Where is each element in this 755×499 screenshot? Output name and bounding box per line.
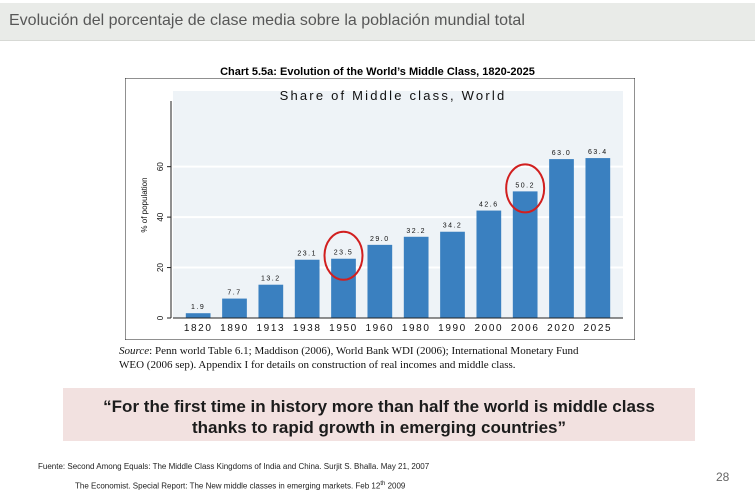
y-tick-label: 40 <box>156 212 165 221</box>
highlight-circle-1950 <box>323 230 364 281</box>
value-label-1938: 23.1 <box>297 251 317 258</box>
x-tick-label-1938: 1938 <box>293 323 322 334</box>
bar-1960 <box>367 244 393 318</box>
value-labels: 1.9 7.7 13.2 23.1 23.5 29.0 32.2 34.2 42.6 50.2 63… <box>191 149 608 311</box>
header-bar: Evolución del porcentaje de clase media … <box>0 3 755 41</box>
value-label-1820: 1.9 <box>191 304 205 311</box>
x-tick-label-1890: 1890 <box>220 323 249 334</box>
x-tick-label-2006: 2006 <box>511 323 540 334</box>
value-label-1990: 34.2 <box>443 223 463 230</box>
y-tick-label: 0 <box>156 315 165 320</box>
x-tick-label-1990: 1990 <box>438 323 467 334</box>
y-axis: 0 20 40 60 <box>156 101 172 320</box>
footer-source-2: The Economist. Special Report: The New m… <box>75 481 405 491</box>
bar-chart: Share of Middle class, World 1.9 7.7 13.2 2… <box>125 78 635 340</box>
bars <box>185 158 611 318</box>
figure-title: Chart 5.5a: Evolution of the World’s Mid… <box>220 66 535 78</box>
bar-1913 <box>258 284 284 318</box>
bar-1938 <box>294 259 320 318</box>
plot-area <box>173 91 623 318</box>
bar-1820 <box>185 313 211 318</box>
value-label-2020: 63.0 <box>552 150 572 157</box>
x-tick-label-1960: 1960 <box>366 323 395 334</box>
x-tick-labels: 1820 1890 1913 1938 1950 1960 1980 1990 2000 2006… <box>173 317 623 334</box>
value-label-1950: 23.5 <box>334 250 354 257</box>
slide-title: Evolución del porcentaje de clase media … <box>9 12 525 29</box>
value-label-1960: 29.0 <box>370 236 390 243</box>
footer-sup: th <box>380 481 386 487</box>
source-line-2: WEO (2006 sep). Appendix I for details o… <box>119 359 516 371</box>
x-tick-label-1820: 1820 <box>184 323 213 334</box>
bar-2000 <box>476 210 502 318</box>
highlight-circle-2006 <box>505 163 546 214</box>
value-label-2006: 50.2 <box>515 182 535 189</box>
bar-1980 <box>403 236 429 318</box>
quote-line-1: “For the first time in history more than… <box>103 397 655 416</box>
gridlines <box>173 165 623 269</box>
quote-line-2: thanks to rapid growth in emerging count… <box>191 418 567 437</box>
x-tick-label-2020: 2020 <box>547 323 576 334</box>
value-label-1980: 32.2 <box>406 228 426 235</box>
value-label-2000: 42.6 <box>479 202 499 209</box>
y-tick-label: 20 <box>156 263 165 272</box>
value-label-2025: 63.4 <box>588 149 608 156</box>
x-tick-label-1980: 1980 <box>402 323 431 334</box>
footer-economist: The Economist. Special Report: The New m… <box>75 481 381 491</box>
value-label-1913: 13.2 <box>261 276 281 283</box>
footer-year: 2009 <box>385 481 406 491</box>
bar-2020 <box>549 159 574 318</box>
bar-1890 <box>222 298 247 318</box>
source-line-1: : Penn world Table 6.1; Maddison (2006),… <box>149 345 579 357</box>
source-note: Source: Penn world Table 6.1; Maddison (… <box>119 344 579 372</box>
bar-2025 <box>585 158 611 318</box>
x-tick-label-1913: 1913 <box>257 323 286 334</box>
quote-box: “For the first time in history more than… <box>63 388 695 441</box>
footer-source-1: Fuente: Second Among Equals: The Middle … <box>38 462 430 471</box>
source-label: Source <box>119 345 150 357</box>
bar-1950 <box>331 258 356 318</box>
quote: “For the first time in history more than… <box>63 396 695 438</box>
x-tick-label-2000: 2000 <box>475 323 504 334</box>
y-axis-label: % of population <box>140 177 149 232</box>
y-tick-label: 60 <box>156 162 165 171</box>
x-tick-label-1950: 1950 <box>329 323 358 334</box>
page-number: 28 <box>716 470 730 484</box>
chart-title: Share of Middle class, World <box>280 88 507 103</box>
value-label-1890: 7.7 <box>227 290 241 297</box>
x-tick-label-2025: 2025 <box>584 323 613 334</box>
bar-1990 <box>440 231 465 318</box>
highlight-circles <box>323 163 546 281</box>
